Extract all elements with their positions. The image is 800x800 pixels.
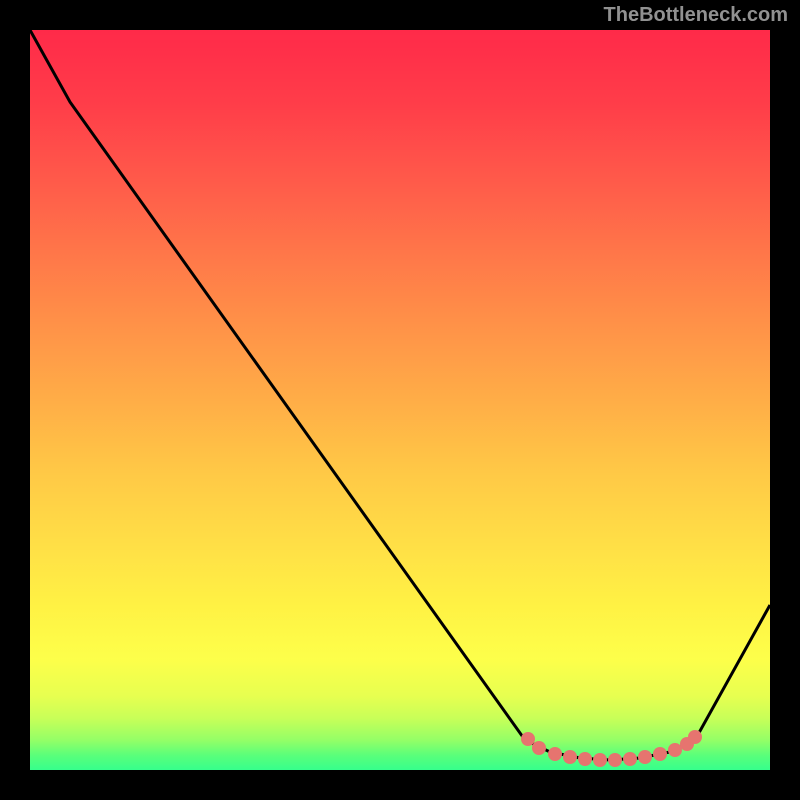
marker-point <box>521 732 535 746</box>
marker-point <box>688 730 702 744</box>
plot-area <box>30 30 770 770</box>
marker-point <box>593 753 607 767</box>
marker-point <box>623 752 637 766</box>
attribution-text: TheBottleneck.com <box>604 4 788 27</box>
marker-point <box>608 753 622 767</box>
marker-point <box>638 750 652 764</box>
optimal-band-markers <box>30 30 770 770</box>
marker-point <box>668 743 682 757</box>
marker-point <box>548 747 562 761</box>
marker-point <box>563 750 577 764</box>
marker-point <box>578 752 592 766</box>
marker-point <box>653 747 667 761</box>
marker-point <box>532 741 546 755</box>
